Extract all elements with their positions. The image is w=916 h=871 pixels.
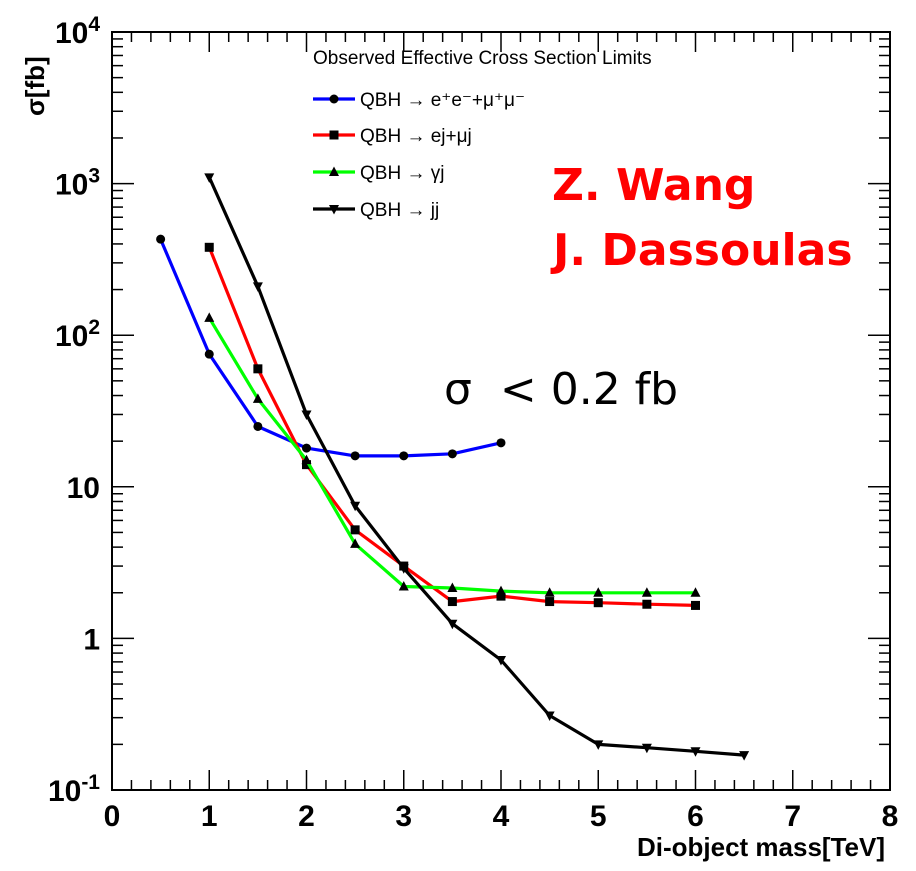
- axis-ticks: [111, 31, 891, 791]
- series-2-point-8: [593, 587, 604, 597]
- x-tick-label: 0: [104, 800, 121, 833]
- x-tick-label: 6: [687, 800, 704, 833]
- series-3-point-0: [204, 173, 215, 183]
- series-1-point-7: [545, 597, 555, 607]
- y-axis-title: σ[fb]: [20, 56, 50, 116]
- x-axis-title: Di-object mass[TeV]: [637, 832, 885, 862]
- series-0-point-0: [156, 234, 166, 244]
- series-line-1: [207, 246, 696, 607]
- x-tick-label: 8: [882, 800, 899, 833]
- legend-title: Observed Effective Cross Section Limits: [313, 48, 652, 69]
- series-2-point-0: [204, 312, 215, 322]
- series-1-point-2: [302, 460, 311, 470]
- y-tick-label: 104: [55, 13, 100, 50]
- series-2-point-5: [447, 582, 458, 593]
- legend-marker-1: [329, 130, 339, 140]
- author-label-2: J. Dassoulas: [550, 225, 853, 276]
- series-3-point-8: [593, 740, 604, 750]
- series-1-point-0: [204, 242, 214, 252]
- limit-annotation: σ < 0.2 fb: [444, 364, 678, 415]
- series-0-point-1: [204, 349, 214, 359]
- legend-label-1: QBH → ej+μj: [360, 126, 472, 147]
- legend-label-0: QBH → e⁺e⁻+μ⁺μ⁻: [360, 90, 525, 111]
- series-3-point-3: [350, 501, 361, 512]
- series-1-point-3: [350, 525, 360, 535]
- y-tick-label: 1: [83, 623, 100, 656]
- series-0-point-6: [447, 449, 457, 459]
- author-label-1: Z. Wang: [552, 160, 755, 211]
- y-tick-label: 103: [55, 165, 100, 202]
- x-tick-label: 7: [784, 800, 801, 833]
- legend-marker-3: [329, 205, 339, 215]
- x-tick-label: 4: [493, 800, 510, 833]
- series-0-point-7: [496, 438, 506, 448]
- x-tick-label: 5: [590, 800, 607, 833]
- series-0-point-4: [350, 451, 360, 461]
- legend: Observed Effective Cross Section Limits …: [313, 48, 652, 221]
- series-3-point-7: [544, 711, 555, 722]
- series-2-point-2: [301, 454, 312, 465]
- y-tick-label: 10: [67, 472, 100, 505]
- series-2-point-7: [544, 587, 555, 597]
- series-3-point-1: [252, 282, 263, 292]
- series-0-point-3: [302, 443, 311, 453]
- legend-marker-2: [329, 166, 339, 176]
- x-tick-label: 1: [201, 800, 218, 833]
- series-3-point-2: [301, 410, 312, 420]
- series-3-point-10: [690, 747, 701, 757]
- series-0-point-2: [253, 421, 263, 431]
- series-2-point-9: [641, 587, 652, 597]
- series-2-point-10: [690, 587, 701, 597]
- series-1-point-8: [593, 598, 603, 608]
- y-tick-label: 102: [55, 316, 100, 353]
- series-3-point-6: [496, 656, 506, 666]
- series-2-point-6: [496, 585, 506, 596]
- series-0-point-5: [399, 451, 409, 461]
- legend-marker-0: [329, 94, 339, 104]
- annotations: Z. Wang J. Dassoulas σ < 0.2 fb: [444, 160, 853, 415]
- series-2-point-4: [398, 580, 409, 591]
- tick-labels: 0 1 2 3 4 5 6 7 8 10-1 1 10 102 103 104: [48, 13, 898, 833]
- series-1-point-6: [496, 591, 506, 601]
- series-1-point-1: [253, 364, 263, 374]
- series-layer: [156, 173, 750, 761]
- series-2-point-3: [350, 538, 361, 548]
- series-line-3: [207, 176, 745, 757]
- legend-label-3: QBH → jj: [360, 200, 439, 221]
- series-2-point-1: [252, 393, 263, 403]
- series-1-point-9: [642, 599, 652, 609]
- x-tick-label: 2: [298, 800, 315, 833]
- series-1-point-10: [691, 600, 700, 610]
- series-3-point-5: [447, 619, 458, 630]
- series-1-point-5: [447, 597, 457, 607]
- y-tick-label: 10-1: [48, 771, 100, 808]
- x-tick-label: 3: [395, 800, 412, 833]
- legend-label-2: QBH → γj: [360, 163, 444, 184]
- series-3-point-11: [739, 751, 750, 761]
- series-3-point-4: [398, 564, 409, 574]
- series-line-0: [159, 238, 502, 458]
- series-3-point-9: [641, 743, 652, 754]
